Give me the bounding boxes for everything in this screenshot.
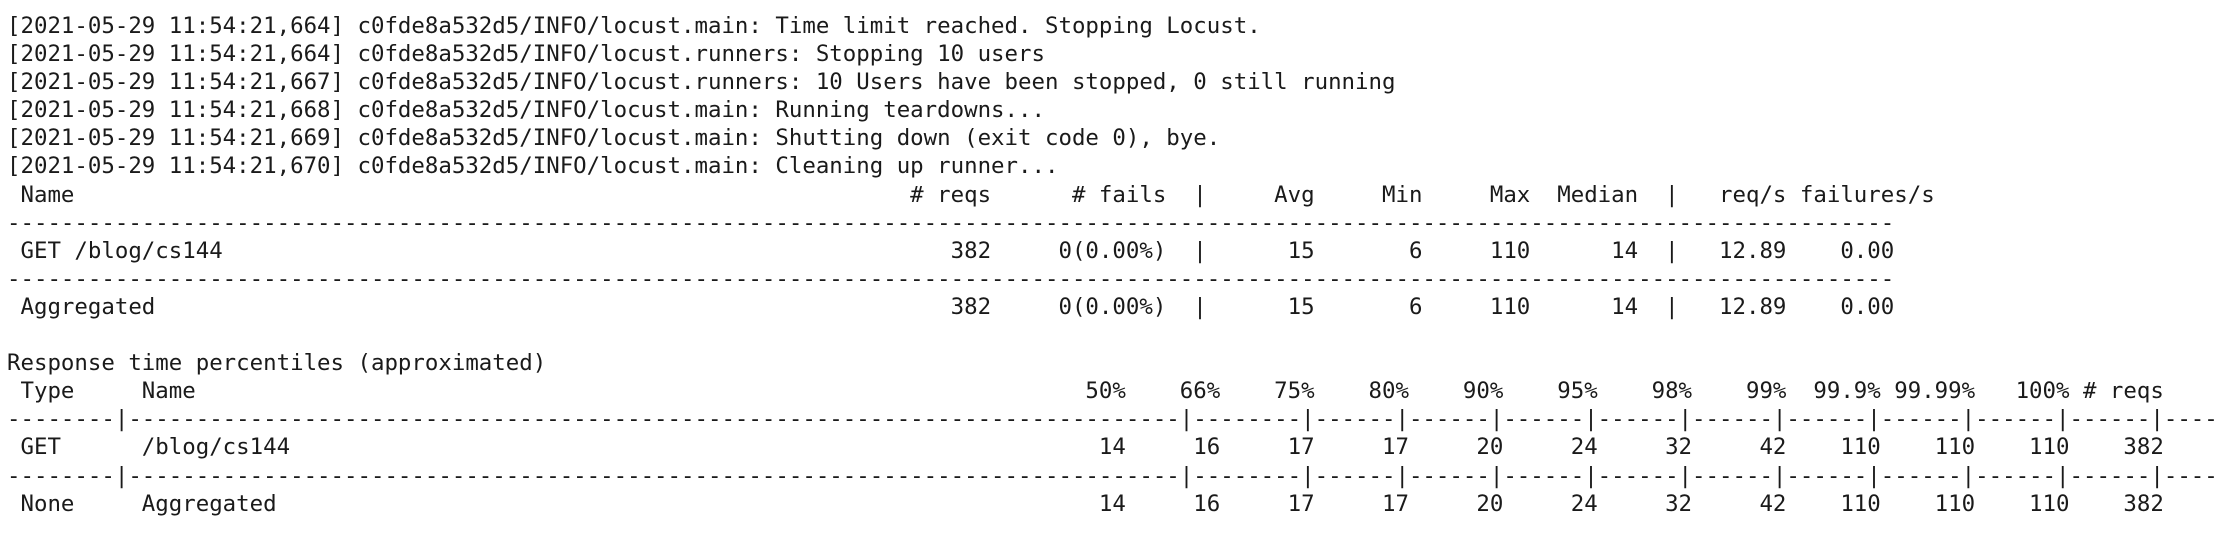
log-line: [2021-05-29 11:54:21,668] c0fde8a532d5/I… [7, 97, 1045, 124]
stats-table-header: Name # reqs # fails | Avg Min Max Median… [7, 181, 1935, 208]
percentiles-table-separator: --------|-------------------------------… [7, 462, 2220, 489]
log-line: [2021-05-29 11:54:21,670] c0fde8a532d5/I… [7, 153, 1059, 180]
log-line: [2021-05-29 11:54:21,669] c0fde8a532d5/I… [7, 125, 1221, 152]
stats-table-row: GET /blog/cs144 382 0(0.00%) | 15 6 110 … [7, 237, 1895, 264]
blank-line [7, 321, 2220, 349]
stats-table-aggregated-row: Aggregated 382 0(0.00%) | 15 6 110 14 | … [7, 293, 1895, 320]
percentiles-table-header: Type Name 50% 66% 75% 80% 90% 95% 98% 99… [7, 378, 2164, 405]
log-line: [2021-05-29 11:54:21,664] c0fde8a532d5/I… [7, 41, 1045, 68]
percentiles-table-row: GET /blog/cs144 14 16 17 17 20 24 32 42 … [7, 434, 2164, 461]
percentiles-table-aggregated-row: None Aggregated 14 16 17 17 20 24 32 42 … [7, 490, 2164, 517]
stats-table-separator: ----------------------------------------… [7, 209, 1895, 236]
stats-table-separator: ----------------------------------------… [7, 265, 1895, 292]
log-line: [2021-05-29 11:54:21,667] c0fde8a532d5/I… [7, 69, 1396, 96]
percentiles-title: Response time percentiles (approximated) [7, 350, 547, 377]
percentiles-table-separator: --------|-------------------------------… [7, 406, 2220, 433]
log-line: [2021-05-29 11:54:21,664] c0fde8a532d5/I… [7, 13, 1261, 39]
